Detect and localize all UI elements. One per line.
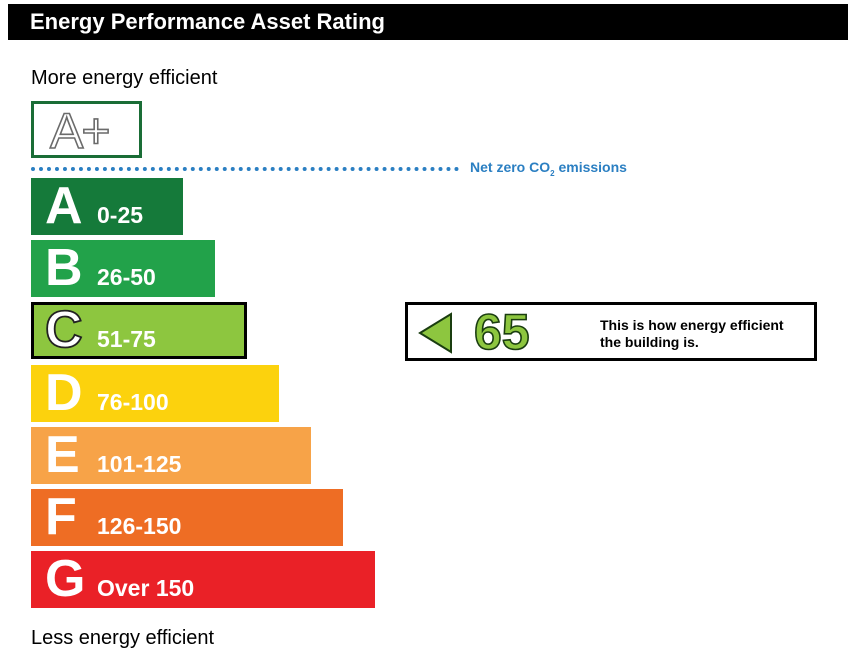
band-b-range: 26-50 — [97, 264, 156, 290]
band-f-letter: F — [45, 488, 77, 546]
rating-description: This is how energy efficient the buildin… — [600, 317, 810, 351]
net-zero-divider — [31, 167, 459, 171]
band-d-range: 76-100 — [97, 389, 169, 415]
net-zero-label: Net zero CO2 emissions — [470, 159, 627, 178]
band-g-range: Over 150 — [97, 575, 195, 601]
band-a-range: 0-25 — [97, 202, 144, 228]
band-g: G Over 150 — [31, 551, 375, 608]
band-d: D 76-100 — [31, 365, 279, 422]
band-a: A 0-25 — [31, 178, 183, 235]
aplus-label: A+ — [49, 102, 111, 160]
band-c-letter: C — [44, 301, 83, 360]
aplus-band: A+ — [31, 101, 142, 160]
current-rating-value: 65 — [473, 303, 530, 361]
band-b: B 26-50 — [31, 240, 215, 297]
rating-description-line2: the building is. — [600, 334, 699, 350]
band-f: F 126-150 — [31, 489, 343, 546]
band-e-letter: E — [45, 426, 80, 484]
net-zero-label-pre: Net zero CO — [470, 159, 551, 175]
band-e: E 101-125 — [31, 427, 311, 484]
band-b-letter: B — [45, 239, 83, 297]
band-e-range: 101-125 — [97, 451, 182, 477]
page-title: Energy Performance Asset Rating — [8, 4, 848, 40]
band-c: C 51-75 — [31, 301, 247, 360]
band-d-letter: D — [45, 364, 83, 422]
current-rating-indicator: 65 This is how energy efficient the buil… — [405, 302, 817, 361]
band-a-letter: A — [45, 177, 83, 235]
more-efficient-label: More energy efficient — [31, 67, 218, 89]
less-efficient-label: Less energy efficient — [31, 627, 215, 649]
rating-arrow-icon — [418, 312, 452, 354]
band-g-letter: G — [45, 550, 86, 608]
band-c-range: 51-75 — [97, 326, 156, 352]
net-zero-label-post: emissions — [554, 159, 627, 175]
rating-description-line1: This is how energy efficient — [600, 317, 784, 333]
band-f-range: 126-150 — [97, 513, 182, 539]
net-zero-label-sub: 2 — [550, 168, 555, 178]
